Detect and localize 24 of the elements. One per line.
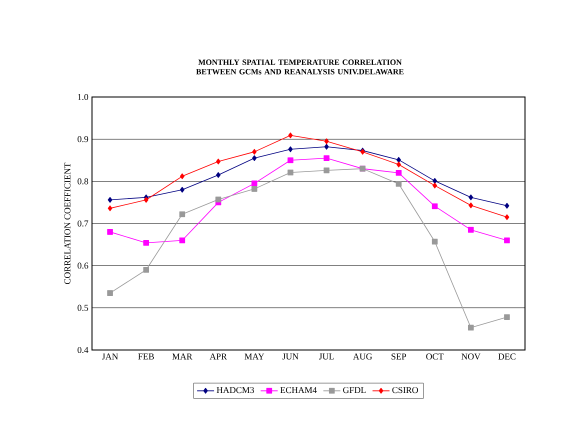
x-tick-label: NOV [461, 354, 480, 360]
legend-label: ECHAM4 [280, 387, 317, 394]
x-tick-label: DEC [498, 354, 516, 360]
y-tick-label: 1.0 [78, 94, 88, 100]
y-tick-label: 0.7 [78, 220, 88, 227]
x-tick-label: JUL [319, 354, 334, 360]
x-tick-label: JAN [102, 354, 118, 360]
y-tick-label: 0.9 [78, 136, 88, 142]
legend-label: GFDL [343, 387, 366, 394]
y-tick-label: 0.8 [78, 178, 88, 184]
y-tick-label: 0.5 [78, 304, 88, 311]
y-tick-label: 0.4 [78, 346, 88, 354]
x-tick-label: SEP [392, 354, 406, 360]
x-tick-label: FEB [138, 354, 154, 360]
x-tick-label: MAY [244, 354, 264, 360]
x-tick-label: APR [210, 354, 227, 360]
x-tick-label: JUN [282, 354, 298, 360]
x-tick-label: OCT [426, 354, 444, 360]
x-tick-label: AUG [353, 354, 372, 360]
x-tick-label: MAR [172, 354, 192, 360]
y-tick-label: 0.6 [78, 262, 88, 269]
y-axis-title: CORRELATION COEFFICIENT [64, 162, 70, 284]
legend-label: HADCM3 [216, 387, 254, 394]
legend-label: CSIRO [392, 387, 418, 394]
